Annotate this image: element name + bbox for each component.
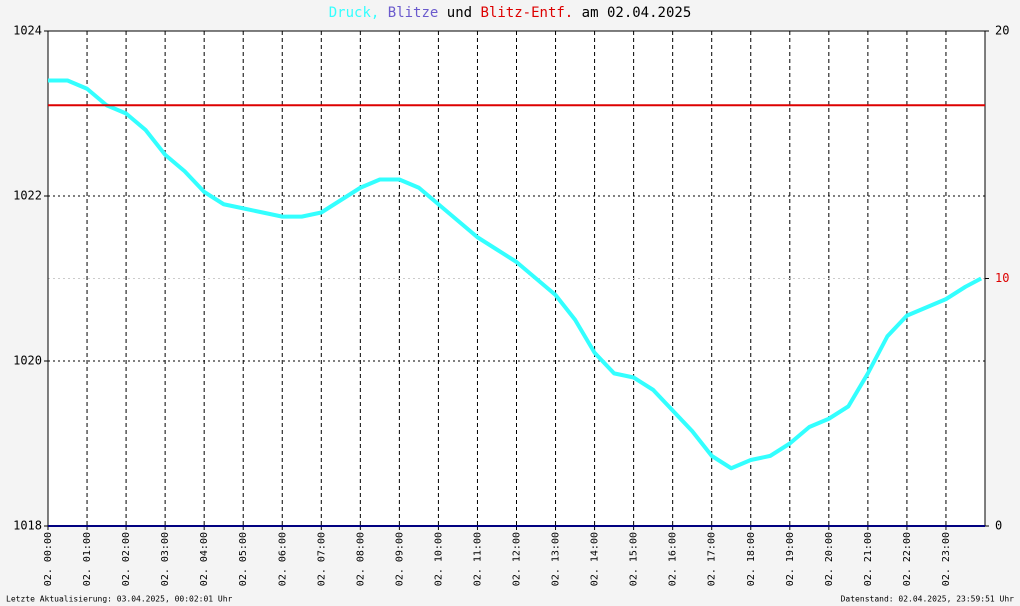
title-part: Blitze bbox=[388, 5, 439, 21]
x-tick-label: 02. 06:00 bbox=[277, 532, 288, 586]
y2-tick-label: 0 bbox=[995, 519, 1002, 533]
x-tick-label: 02. 16:00 bbox=[668, 532, 679, 586]
y-tick-label: 1020 bbox=[13, 354, 42, 368]
x-tick-label: 02. 01:00 bbox=[82, 532, 93, 586]
title-part: am 02.04.2025 bbox=[582, 5, 692, 21]
y-tick-label: 1024 bbox=[13, 24, 42, 38]
y2-tick-label: 10 bbox=[995, 271, 1009, 285]
x-tick-label: 02. 05:00 bbox=[238, 532, 249, 586]
x-tick-label: 02. 11:00 bbox=[472, 532, 483, 586]
x-tick-label: 02. 18:00 bbox=[746, 532, 757, 586]
x-tick-label: 02. 20:00 bbox=[824, 532, 835, 586]
x-tick-label: 02. 02:00 bbox=[121, 532, 132, 586]
y-tick-label: 1022 bbox=[13, 189, 42, 203]
chart-title: Druck, Blitze und Blitz-Entf. am 02.04.2… bbox=[329, 5, 692, 21]
title-part: Druck, bbox=[329, 5, 380, 21]
x-tick-label: 02. 13:00 bbox=[551, 532, 562, 586]
x-tick-label: 02. 07:00 bbox=[316, 532, 327, 586]
x-tick-label: 02. 03:00 bbox=[160, 532, 171, 586]
x-tick-label: 02. 04:00 bbox=[199, 532, 210, 586]
footer-right: Datenstand: 02.04.2025, 23:59:51 Uhr bbox=[841, 595, 1015, 604]
x-tick-label: 02. 12:00 bbox=[512, 532, 523, 586]
x-tick-label: 02. 08:00 bbox=[355, 532, 366, 586]
x-tick-label: 02. 09:00 bbox=[394, 532, 405, 586]
x-tick-label: 02. 00:00 bbox=[43, 532, 54, 586]
y-tick-label: 1018 bbox=[13, 519, 42, 533]
x-tick-label: 02. 19:00 bbox=[785, 532, 796, 586]
x-tick-label: 02. 15:00 bbox=[629, 532, 640, 586]
x-tick-label: 02. 14:00 bbox=[590, 532, 601, 586]
x-tick-label: 02. 23:00 bbox=[941, 532, 952, 586]
y2-tick-label: 20 bbox=[995, 24, 1009, 38]
footer-left: Letzte Aktualisierung: 03.04.2025, 00:02… bbox=[6, 595, 233, 604]
x-tick-label: 02. 17:00 bbox=[707, 532, 718, 586]
series-line bbox=[48, 78, 983, 471]
x-tick-label: 02. 22:00 bbox=[902, 532, 913, 586]
x-tick-label: 02. 10:00 bbox=[433, 532, 444, 586]
title-part: und bbox=[447, 5, 472, 21]
title-part: Blitz-Entf. bbox=[481, 5, 574, 21]
x-tick-label: 02. 21:00 bbox=[863, 532, 874, 586]
